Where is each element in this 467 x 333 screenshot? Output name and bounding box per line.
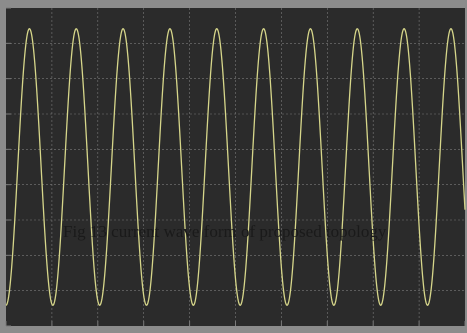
- current-trace: [5, 28, 466, 306]
- axis-ticks: [5, 7, 466, 327]
- figure-caption: Fig 13 current wave form of proposed top…: [63, 222, 387, 241]
